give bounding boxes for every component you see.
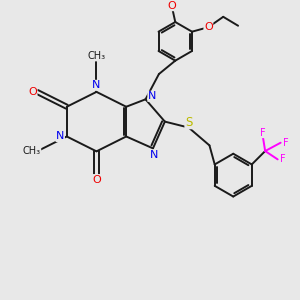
- Text: O: O: [92, 175, 101, 184]
- Text: F: F: [280, 154, 286, 164]
- Text: N: N: [56, 131, 64, 142]
- Text: N: N: [150, 150, 159, 160]
- Text: O: O: [204, 22, 213, 32]
- Text: N: N: [92, 80, 101, 90]
- Text: N: N: [148, 91, 156, 101]
- Text: O: O: [28, 87, 37, 97]
- Text: CH₃: CH₃: [87, 51, 106, 61]
- Text: F: F: [283, 138, 289, 148]
- Text: O: O: [167, 1, 176, 11]
- Text: F: F: [260, 128, 266, 138]
- Text: S: S: [185, 116, 192, 129]
- Text: CH₃: CH₃: [22, 146, 41, 156]
